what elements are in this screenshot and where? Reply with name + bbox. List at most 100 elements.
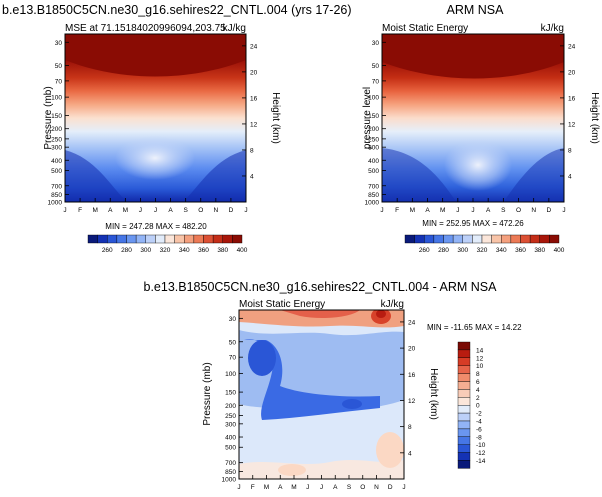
diff-month-label: S [347,484,352,491]
model-month-label: J [63,207,66,214]
obs-month-label: J [562,207,565,214]
diff-pressure-tick-label: 100 [225,371,236,378]
obs-month-label: J [380,207,383,214]
diff-month-label: J [306,484,309,491]
diff-pressure-tick-label: 500 [225,445,236,452]
panel-model: b.e13.B1850C5CN.ne30_g16.sehires22_CNTL.… [2,3,352,254]
obs-colorbar-label: 280 [438,247,449,254]
obs-colorbar-label: 360 [515,247,526,254]
diff-units: kJ/kg [381,299,404,310]
model-month-label: O [198,207,203,214]
diff-month-label: M [291,484,296,491]
diff-month-label: J [320,484,323,491]
diff-pressure-tick-label: 700 [225,460,236,467]
obs-minmax: MIN = 252.95 MAX = 472.26 [422,219,524,228]
obs-pressure-tick-label: 1000 [365,200,380,207]
obs-height-tick-label: 24 [568,43,576,50]
model-month-label: J [154,207,157,214]
model-colorbar-label: 280 [121,247,132,254]
model-pressure-tick-label: 1000 [48,200,63,207]
diff-height-tick-label: 8 [408,424,412,431]
obs-colorbar-swatch [529,234,540,244]
model-colorbar-swatch [184,234,195,244]
diff-colorbar-swatch [457,341,471,351]
model-month-label: J [139,207,142,214]
obs-colorbar-swatch [433,234,444,244]
diff-colorbar-swatch [457,357,471,366]
obs-colorbar-swatch [539,234,550,244]
model-colorbar-swatch [135,234,146,244]
diff-month-label: F [251,484,255,491]
model-colorbar-swatch [212,234,223,244]
obs-month-label: O [516,207,521,214]
model-height-tick-label: 12 [250,121,258,128]
obs-pressure-tick-label: 200 [368,126,379,133]
diff-colorbar-label: 2 [476,395,480,402]
diff-colorbar-swatch [457,460,471,469]
obs-field [382,34,564,202]
diff-colorbar-swatch [457,436,471,445]
diff-month-label: O [360,484,365,491]
diff-pressure-tick-label: 300 [225,421,236,428]
obs-colorbar-label: 260 [419,247,430,254]
obs-colorbar-label: 320 [477,247,488,254]
model-colorbar-swatch [193,234,204,244]
obs-height-tick-label: 20 [568,69,576,76]
obs-colorbar-label: 340 [496,247,507,254]
model-ylabel: Pressure (mb) [43,86,54,149]
diff-colorbar-swatch [457,444,471,453]
model-ylabel-right: Height (km) [270,92,281,144]
model-colorbar-label: 260 [102,247,113,254]
model-month-label: J [244,207,247,214]
diff-colorbar-swatch [457,412,471,422]
obs-month-label: J [471,207,474,214]
obs-month-label: M [440,207,445,214]
model-month-label: M [123,207,128,214]
diff-colorbar-swatch [457,349,471,358]
diff-colorbar-label: -14 [476,458,486,465]
obs-month-label: D [546,207,551,214]
obs-pressure-tick-label: 850 [368,192,379,199]
obs-pressure-tick-label: 700 [368,183,379,190]
diff-colorbar-label: -6 [476,426,482,433]
obs-ylabel-right: Height (km) [589,92,600,144]
obs-month-label: S [501,207,506,214]
obs-month-label: N [531,207,536,214]
obs-colorbar-swatch [510,234,521,244]
model-pressure-tick-label: 100 [51,95,62,102]
diff-height-tick-label: 16 [408,372,416,379]
model-pressure-tick-label: 300 [51,145,62,152]
obs-height-tick-label: 4 [568,173,572,180]
obs-colorbar-swatch [404,234,415,244]
obs-colorbar-swatch [472,234,483,244]
model-colorbar-swatch [164,234,175,244]
diff-pressure-tick-label: 50 [229,339,237,346]
model-colorbar-swatch [126,234,137,244]
diff-colorbar-label: 8 [476,371,480,378]
diff-pressure-tick-label: 1000 [222,477,237,484]
obs-colorbar-swatch [491,234,502,244]
diff-colorbar-swatch [457,373,471,382]
obs-month-label: A [425,207,430,214]
model-units: kJ/kg [223,23,246,34]
model-pressure-tick-label: 200 [51,126,62,133]
model-suptitle: b.e13.B1850C5CN.ne30_g16.sehires22_CNTL.… [2,3,352,17]
diff-colorbar-swatch [457,428,471,437]
obs-pressure-tick-label: 500 [368,168,379,175]
model-height-tick-label: 20 [250,69,258,76]
obs-pressure-tick-label: 400 [368,158,379,165]
diff-height-tick-label: 24 [408,319,416,326]
obs-colorbar-swatch [520,234,531,244]
model-left-title: MSE at 71.15184020996094,203.75 [65,23,226,34]
model-month-label: A [168,207,173,214]
model-colorbar-swatch [107,234,118,244]
obs-pressure-tick-label: 70 [372,78,380,85]
diff-ylabel-right: Height (km) [428,368,439,420]
model-colorbar-label: 340 [179,247,190,254]
model-pressure-tick-label: 150 [51,113,62,120]
obs-ylabel: pressure level [362,87,373,149]
model-pressure-tick-label: 30 [55,40,63,47]
obs-colorbar-swatch [501,234,512,244]
